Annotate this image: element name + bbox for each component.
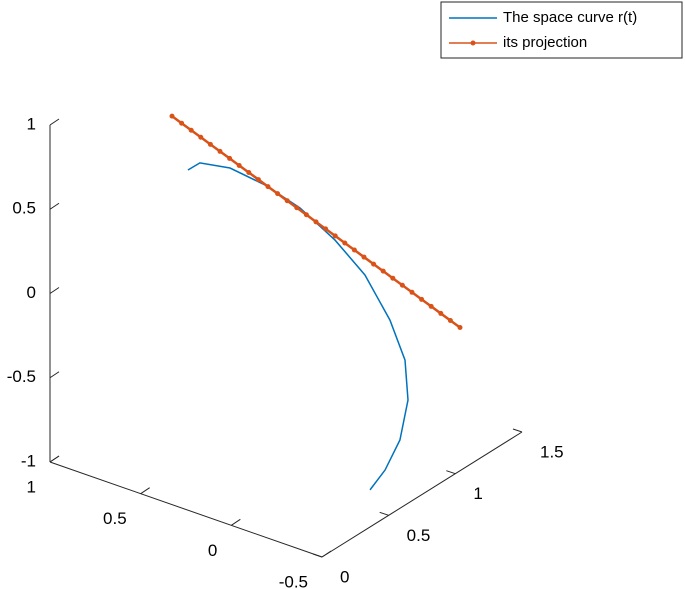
marker [294,205,300,211]
marker [207,141,213,147]
x-tick [321,550,332,558]
marker [399,282,405,288]
x-tick-label: -0.5 [279,572,308,589]
legend-label: its projection [503,34,587,51]
x-tick-label: 0 [208,541,217,560]
marker [419,296,425,302]
legend-marker [470,40,476,46]
marker [390,275,396,281]
z-tick-label: 0.5 [12,199,36,218]
marker [284,198,290,204]
y-tick [379,511,389,516]
marker [380,268,386,274]
z-tick-label: -1 [21,451,36,470]
marker [188,127,194,133]
y-tick-label: 0 [340,567,349,586]
y-tick [312,553,323,558]
marker [217,148,223,154]
y-tick [512,428,523,433]
x-tick-label: 1 [27,477,36,496]
marker [457,325,463,331]
marker [236,162,242,168]
marker [265,184,271,190]
marker [428,303,434,309]
legend: The space curve r(t) its projection [440,1,683,59]
y-tick-label: 1 [473,484,482,503]
marker [198,134,204,140]
marker [169,113,175,119]
marker [351,247,357,253]
z-tick-label: 0 [27,283,36,302]
y-tick [446,470,456,475]
series-line [187,162,409,491]
y-tick-label: 1.5 [540,442,564,461]
z-tick [49,118,60,126]
x-tick-label: 0.5 [103,509,127,528]
z-tick-label: 1 [27,114,36,133]
x-tick [49,455,60,463]
marker [332,233,338,239]
marker [179,120,185,126]
z-tick [49,202,60,210]
marker [438,310,444,316]
marker [275,191,281,197]
legend-box [440,1,683,59]
marker [303,212,309,218]
z-tick-label: -0.5 [7,367,36,386]
marker [323,226,329,232]
marker [246,170,252,176]
marker [255,177,261,183]
x-tick [140,487,150,495]
marker [342,240,348,246]
marker [447,317,453,323]
legend-label: The space curve r(t) [503,9,637,26]
marker [361,254,367,260]
marker [371,261,377,267]
marker [409,289,415,295]
z-tick [49,371,60,379]
x-axis [49,461,323,558]
marker [313,219,319,225]
z-tick [49,287,60,294]
y-axis [321,431,523,558]
marker [227,155,233,161]
y-tick-label: 0.5 [407,526,431,545]
x-tick [231,518,241,526]
